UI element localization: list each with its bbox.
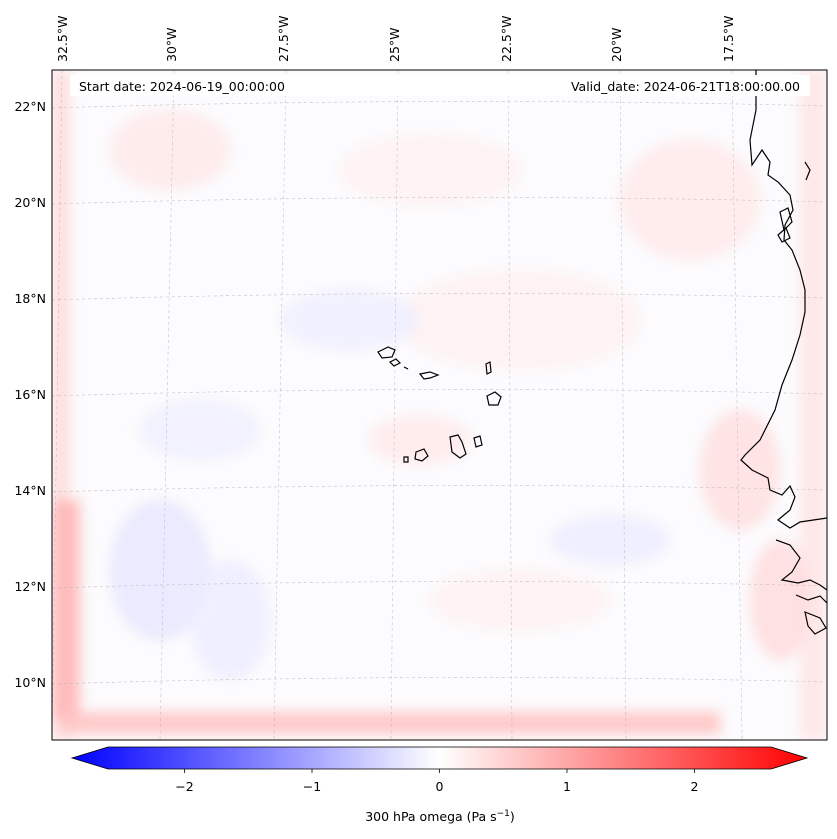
island-santo-antao [377, 346, 396, 359]
colorbar-tick-label: 1 [563, 779, 571, 794]
island-maio [473, 435, 483, 448]
colorbar-tick-label: −1 [303, 779, 321, 794]
africa-coastline [740, 70, 827, 529]
colorbar-tick-label: 2 [691, 779, 699, 794]
coastline [377, 70, 827, 635]
longitude-labels: 32.5°W 30°W 27.5°W 25°W 22.5°W 20°W 17.5… [55, 16, 736, 62]
valid-date-label: Valid_date: 2024-06-21T18:00:00.00 [571, 79, 800, 94]
map-frame [51, 69, 828, 741]
map-panel: Start date: 2024-06-19_00:00:00 Valid_da… [51, 69, 828, 741]
header-strip [70, 75, 810, 96]
lat-label: 14°N [14, 483, 46, 498]
omega-field [52, 70, 827, 740]
colorbar-bar [70, 746, 809, 770]
lon-label: 25°W [387, 27, 402, 62]
lat-label: 16°N [14, 387, 46, 402]
lon-label: 20°W [609, 27, 624, 62]
island-sao-nicolau [418, 371, 440, 380]
start-date-label: Start date: 2024-06-19_00:00:00 [79, 79, 285, 94]
colorbar: −2 −1 0 1 2 300 hPa omega (Pa s−1) [70, 746, 809, 824]
lon-label: 17.5°W [721, 16, 736, 62]
island-sao-vicente [388, 358, 402, 367]
island-brava [403, 456, 409, 463]
island-sal [485, 361, 492, 375]
colorbar-tick-label: −2 [175, 779, 193, 794]
colorbar-tick-label: 0 [436, 779, 444, 794]
lon-label: 27.5°W [276, 16, 291, 62]
lon-label: 30°W [164, 27, 179, 62]
gridlines [52, 70, 827, 740]
lon-label: 22.5°W [499, 16, 514, 62]
colorbar-label: 300 hPa omega (Pa s−1) [365, 809, 515, 824]
island-santiago [449, 434, 467, 459]
lat-label: 20°N [14, 195, 46, 210]
lat-label: 10°N [14, 675, 46, 690]
island-fogo [414, 448, 429, 462]
lat-label: 18°N [14, 291, 46, 306]
latitude-labels: 22°N 20°N 18°N 16°N 14°N 12°N 10°N [14, 99, 46, 690]
lon-label: 32.5°W [55, 16, 70, 62]
island-boa-vista [486, 391, 502, 406]
colorbar-ticks: −2 −1 0 1 2 [175, 769, 698, 794]
lat-label: 12°N [14, 579, 46, 594]
lat-label: 22°N [14, 99, 46, 114]
